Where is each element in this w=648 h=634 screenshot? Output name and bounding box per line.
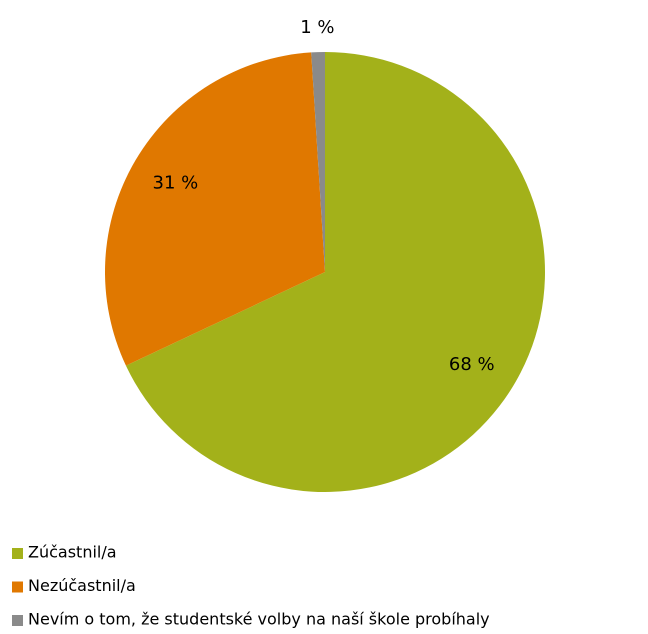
data-label: 31 % xyxy=(153,173,199,194)
legend-label: Nevím o tom, že studentské volby na naší… xyxy=(28,610,490,629)
pie-slice xyxy=(311,52,325,272)
legend-swatch xyxy=(12,548,23,559)
pie-slice xyxy=(105,52,326,366)
legend-label: Nezúčastnil/a xyxy=(28,576,136,595)
data-label: 1 % xyxy=(300,17,334,38)
legend-swatch xyxy=(12,615,23,626)
legend-label: Zúčastnil/a xyxy=(28,543,117,562)
data-label: 68 % xyxy=(449,354,495,375)
legend-swatch xyxy=(12,581,23,593)
pie-slice xyxy=(125,52,545,492)
